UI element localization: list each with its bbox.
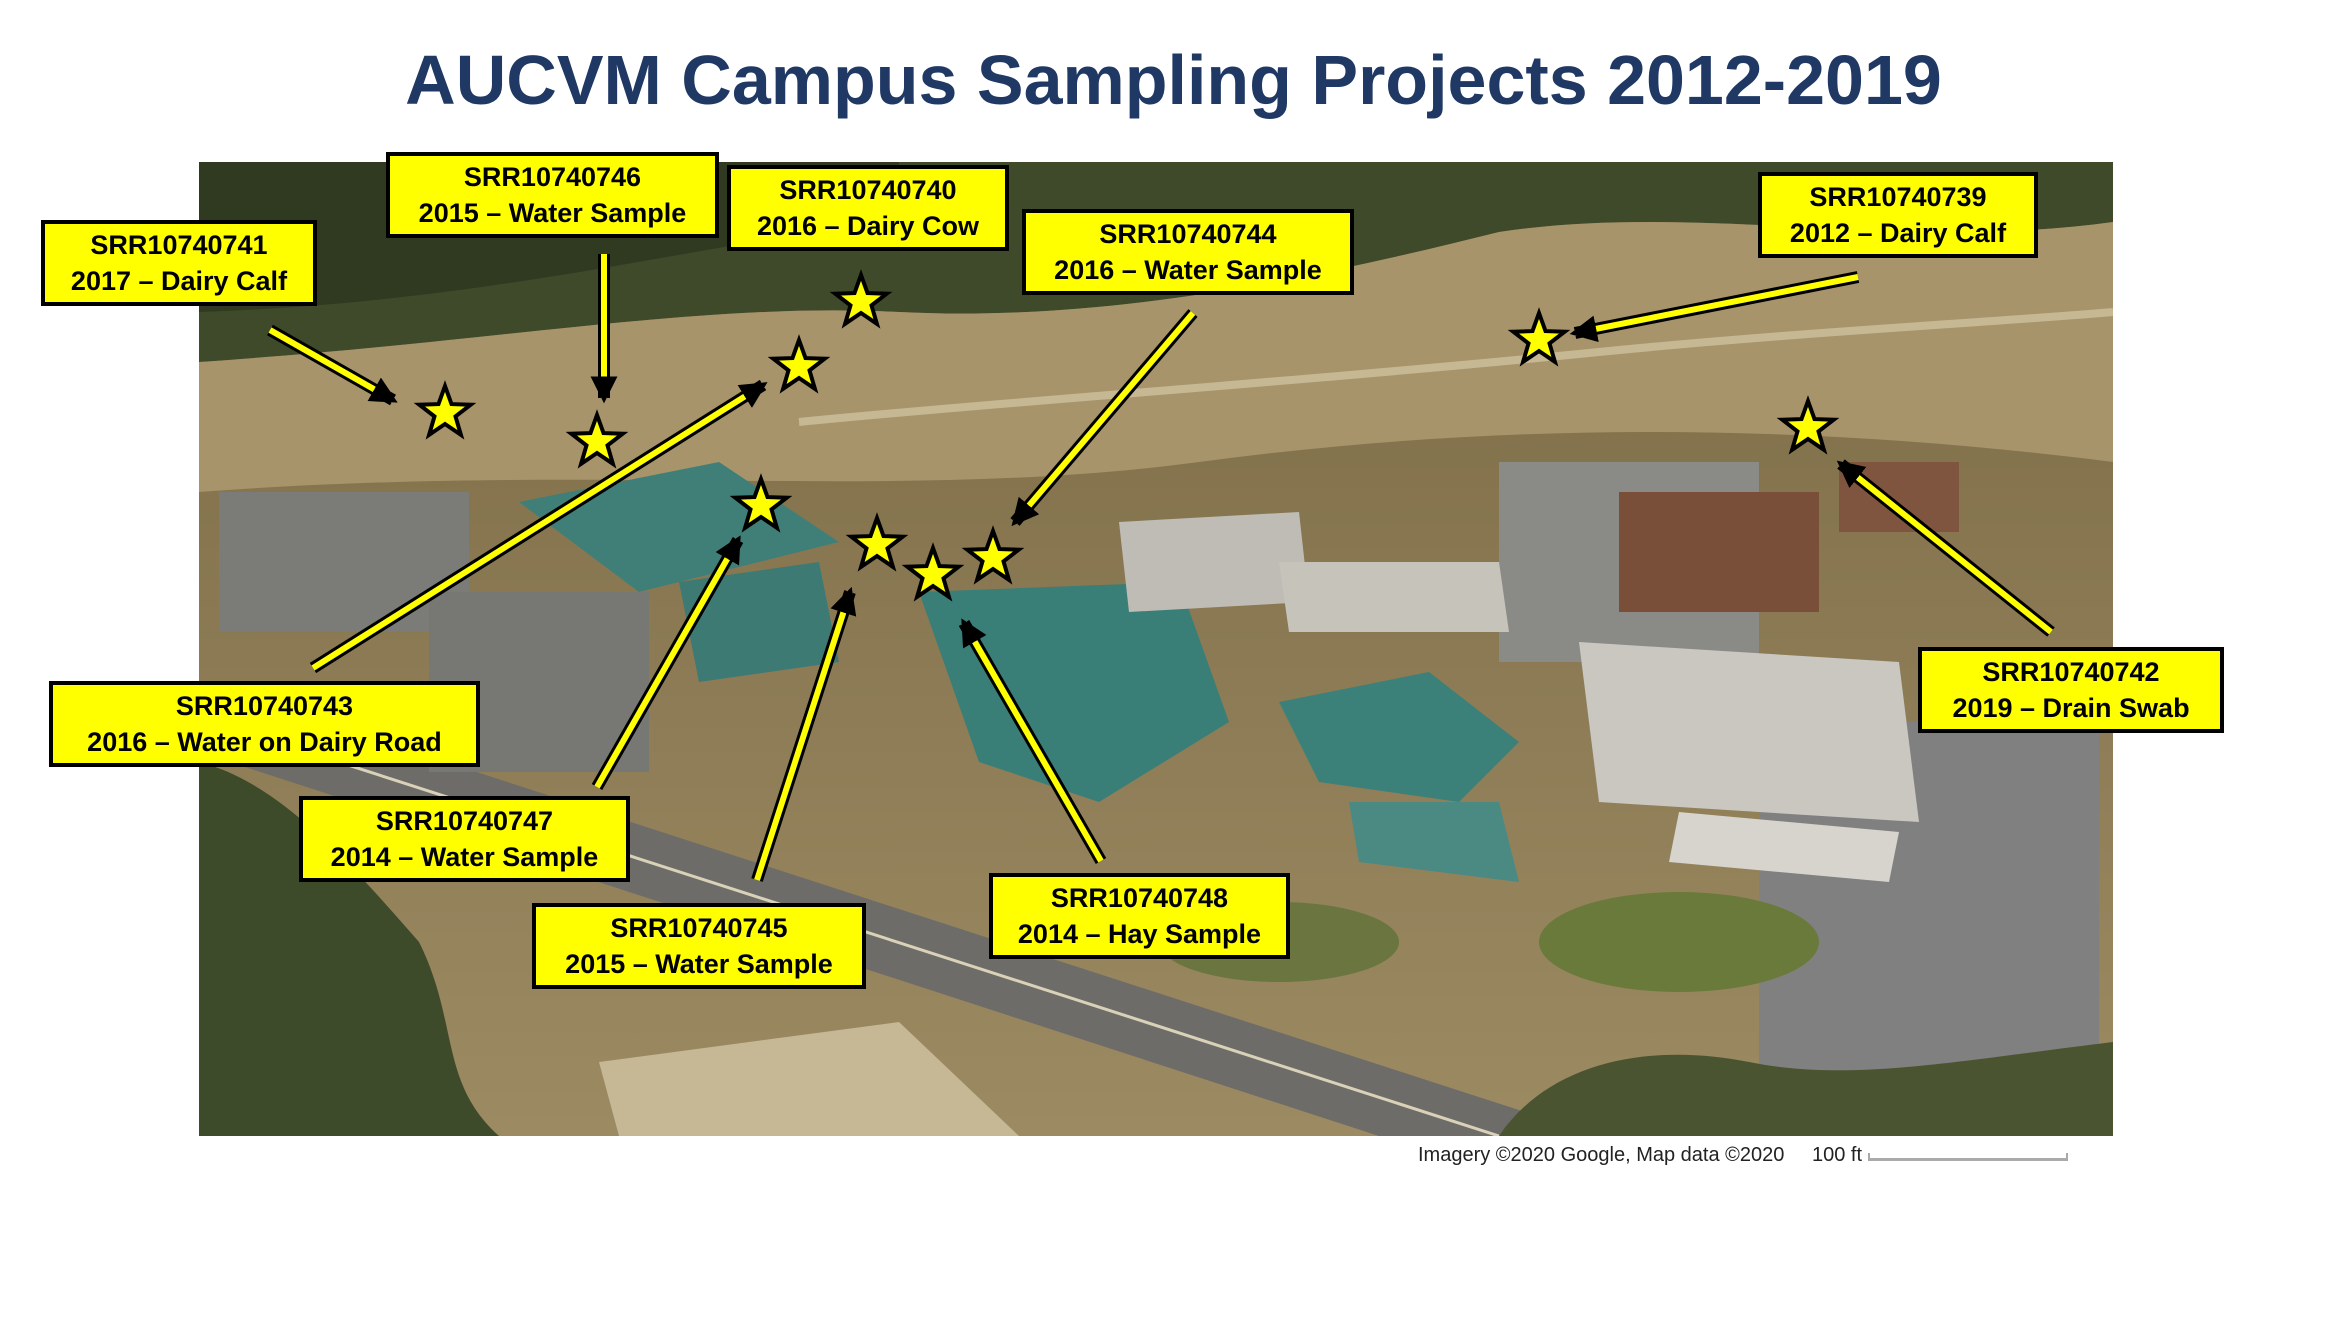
sample-desc: 2016 – Dairy Cow <box>756 211 980 241</box>
sample-label: SRR10740748 2014 – Hay Sample <box>989 873 1290 959</box>
map-attribution: Imagery ©2020 Google, Map data ©2020 <box>1418 1144 1785 1166</box>
sample-desc: 2015 – Water Sample <box>565 949 833 979</box>
sample-desc: 2016 – Water on Dairy Road <box>87 727 442 757</box>
scale-bar <box>1868 1153 2068 1161</box>
sample-label: SRR10740746 2015 – Water Sample <box>386 152 719 238</box>
sample-label: SRR10740743 2016 – Water on Dairy Road <box>49 681 480 767</box>
sample-id: SRR10740744 <box>1099 219 1277 249</box>
sample-label: SRR10740740 2016 – Dairy Cow <box>727 165 1009 251</box>
sample-label: SRR10740739 2012 – Dairy Calf <box>1758 172 2038 258</box>
sample-id: SRR10740739 <box>1809 182 1987 212</box>
sample-id: SRR10740745 <box>610 913 788 943</box>
sample-desc: 2016 – Water Sample <box>1054 255 1322 285</box>
sample-id: SRR10740748 <box>1050 883 1229 913</box>
sample-label: SRR10740747 2014 – Water Sample <box>299 796 630 882</box>
scale-label: 100 ft <box>1812 1144 1863 1166</box>
sample-desc: 2014 – Water Sample <box>330 842 599 872</box>
sample-desc: 2014 – Hay Sample <box>1017 919 1262 949</box>
sample-id: SRR10740740 <box>779 175 957 205</box>
sample-label: SRR10740744 2016 – Water Sample <box>1022 209 1354 295</box>
sample-id: SRR10740742 <box>1982 657 2160 687</box>
sample-id: SRR10740747 <box>375 806 554 836</box>
sample-label: SRR10740745 2015 – Water Sample <box>532 903 866 989</box>
sample-id: SRR10740741 <box>90 230 268 260</box>
sample-desc: 2017 – Dairy Calf <box>70 266 288 296</box>
sample-desc: 2019 – Drain Swab <box>1952 693 2190 723</box>
sample-id: SRR10740746 <box>463 162 642 192</box>
sample-desc: 2012 – Dairy Calf <box>1789 218 2007 248</box>
sample-desc: 2015 – Water Sample <box>418 198 687 228</box>
page-title: AUCVM Campus Sampling Projects 2012-2019 <box>405 41 1942 119</box>
aerial-imagery <box>199 162 2113 1136</box>
sample-label: SRR10740741 2017 – Dairy Calf <box>41 220 317 306</box>
satellite-map[interactable]: Google <box>199 162 2113 1136</box>
sample-label: SRR10740742 2019 – Drain Swab <box>1918 647 2224 733</box>
sample-id: SRR10740743 <box>175 691 354 721</box>
